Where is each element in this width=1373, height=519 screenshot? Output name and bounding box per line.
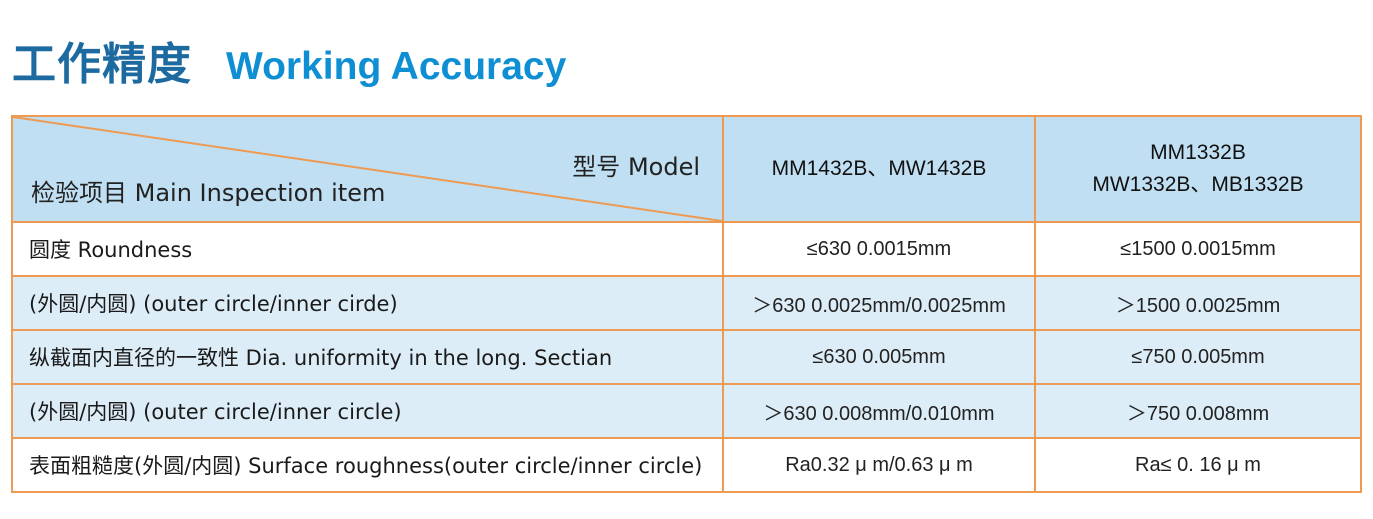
value-model-2: ≤1500 0.0015mm bbox=[1034, 221, 1362, 277]
model-column-2-line1: MM1332B bbox=[1150, 141, 1246, 164]
table-row: (外圆/内圆) (outer circle/inner cirde) ＞630 … bbox=[11, 275, 1362, 331]
inspection-item: 纵截面内直径的一致性 Dia. uniformity in the long. … bbox=[11, 329, 724, 385]
working-accuracy-table: 型号 Model 检验项目 Main Inspection item MM143… bbox=[11, 115, 1362, 493]
value-model-2: ≤750 0.005mm bbox=[1034, 329, 1362, 385]
inspection-item: 圆度 Roundness bbox=[11, 221, 724, 277]
table-row: (外圆/内圆) (outer circle/inner circle) ＞630… bbox=[11, 383, 1362, 439]
table-header-row: 型号 Model 检验项目 Main Inspection item MM143… bbox=[11, 115, 1362, 223]
model-header-label: 型号 Model bbox=[572, 153, 700, 181]
model-column-1-header: MM1432B、MW1432B bbox=[722, 115, 1036, 223]
value-model-2: ＞1500 0.0025mm bbox=[1034, 275, 1362, 331]
title-chinese: 工作精度 bbox=[12, 39, 192, 90]
inspection-item: 表面粗糙度(外圆/内圆) Surface roughness(outer cir… bbox=[11, 437, 724, 493]
model-column-2-line2: MW1332B、MB1332B bbox=[1092, 173, 1304, 196]
value-model-2: ＞750 0.008mm bbox=[1034, 383, 1362, 439]
value-model-1: ＞630 0.008mm/0.010mm bbox=[722, 383, 1036, 439]
inspection-item-header-label: 检验项目 Main Inspection item bbox=[31, 179, 386, 207]
model-column-2-header: MM1332B MW1332B、MB1332B bbox=[1034, 115, 1362, 223]
value-model-1: ≤630 0.0015mm bbox=[722, 221, 1036, 277]
value-model-1: ≤630 0.005mm bbox=[722, 329, 1036, 385]
diagonal-header-cell: 型号 Model 检验项目 Main Inspection item bbox=[11, 115, 724, 223]
value-model-1: ＞630 0.0025mm/0.0025mm bbox=[722, 275, 1036, 331]
table-row: 圆度 Roundness ≤630 0.0015mm ≤1500 0.0015m… bbox=[11, 221, 1362, 277]
title-english: Working Accuracy bbox=[226, 45, 567, 88]
inspection-item: (外圆/内圆) (outer circle/inner cirde) bbox=[11, 275, 724, 331]
diagonal-divider bbox=[13, 117, 722, 221]
inspection-item: (外圆/内圆) (outer circle/inner circle) bbox=[11, 383, 724, 439]
table-row: 表面粗糙度(外圆/内圆) Surface roughness(outer cir… bbox=[11, 437, 1362, 493]
value-model-1: Ra0.32 μ m/0.63 μ m bbox=[722, 437, 1036, 493]
table-row: 纵截面内直径的一致性 Dia. uniformity in the long. … bbox=[11, 329, 1362, 385]
model-column-1-label: MM1432B、MW1432B bbox=[771, 157, 987, 180]
value-model-2: Ra≤ 0. 16 μ m bbox=[1034, 437, 1362, 493]
page-title: 工作精度 Working Accuracy bbox=[12, 28, 567, 90]
